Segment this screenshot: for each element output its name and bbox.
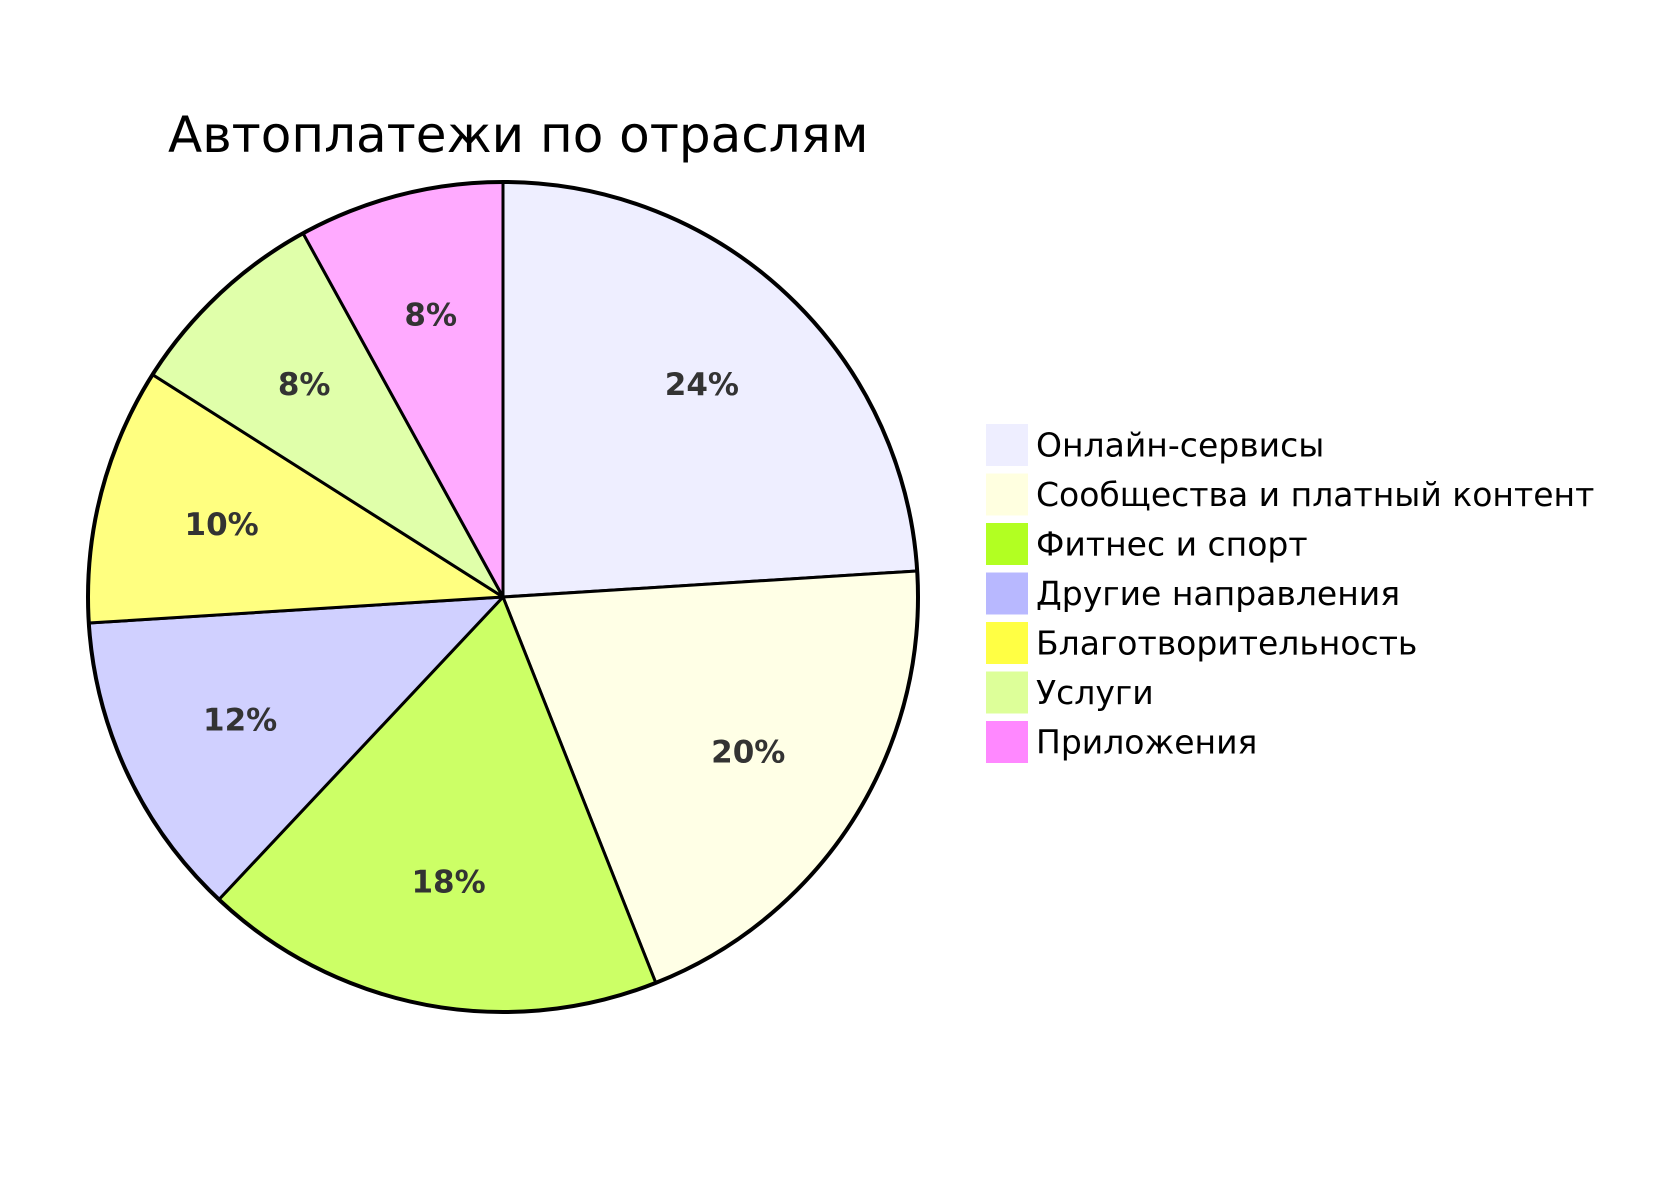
pie-slice-7-value-label: 8% xyxy=(404,298,457,334)
legend: Онлайн-сервисы Сообщества и платный конте… xyxy=(986,424,1594,763)
legend-label: Онлайн-сервисы xyxy=(1036,426,1324,465)
legend-label: Благотворительность xyxy=(1036,624,1417,663)
legend-item: Другие направления xyxy=(986,572,1400,615)
legend-swatch xyxy=(986,622,1028,664)
pie-slice-6-value-label: 8% xyxy=(278,367,331,403)
pie-slice-4-value-label: 12% xyxy=(203,703,277,739)
pie-slice-labels: 24% 20% 18% 12% 10% 8% 8% xyxy=(185,298,786,901)
legend-item: Фитнес и спорт xyxy=(986,523,1308,565)
legend-swatch xyxy=(986,473,1028,516)
legend-item: Приложения xyxy=(986,721,1257,763)
legend-swatch xyxy=(986,721,1028,763)
pie-slices xyxy=(86,180,920,1014)
legend-item: Благотворительность xyxy=(986,622,1417,664)
legend-swatch xyxy=(986,572,1028,615)
legend-item: Сообщества и платный контент xyxy=(986,473,1594,516)
legend-label: Услуги xyxy=(1036,673,1154,712)
legend-swatch xyxy=(986,424,1028,466)
legend-item: Онлайн-сервисы xyxy=(986,424,1324,466)
pie-slice-2-value-label: 20% xyxy=(711,735,785,771)
legend-label: Сообщества и платный контент xyxy=(1036,475,1594,514)
chart-title: Автоплатежи по отраслям xyxy=(168,106,869,164)
pie-slice-1-value-label: 24% xyxy=(665,367,739,403)
pie-slice-5-value-label: 10% xyxy=(185,507,259,543)
pie-outline xyxy=(86,180,920,1014)
legend-swatch xyxy=(986,671,1028,714)
legend-swatch xyxy=(986,523,1028,565)
legend-label: Другие направления xyxy=(1036,574,1400,613)
legend-label: Приложения xyxy=(1036,723,1257,762)
legend-item: Услуги xyxy=(986,671,1154,714)
legend-label: Фитнес и спорт xyxy=(1036,525,1308,564)
pie-slice-3-value-label: 18% xyxy=(411,864,485,900)
